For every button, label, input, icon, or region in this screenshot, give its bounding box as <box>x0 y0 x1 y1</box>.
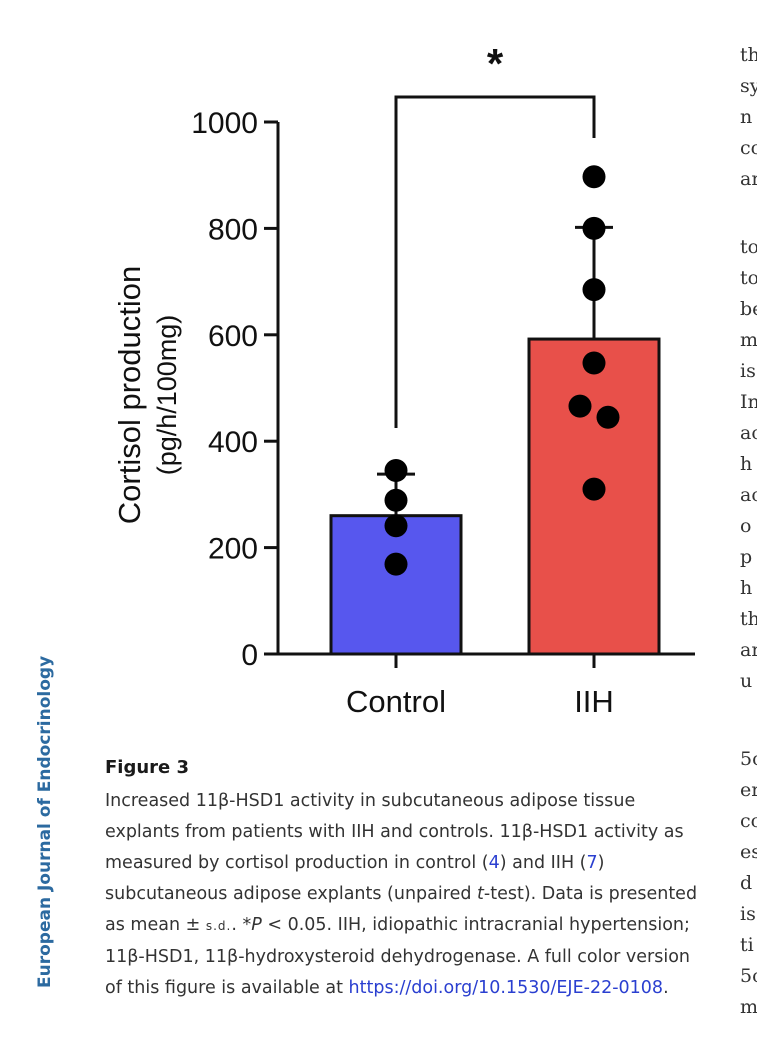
data-point <box>582 278 606 302</box>
column-text-fragment: h <box>740 453 753 475</box>
caption-text: Increased 11β-HSD1 activity in subcutane… <box>105 791 684 873</box>
chart-bars <box>329 337 661 656</box>
column-text-fragment: ac <box>740 484 757 506</box>
data-point <box>384 552 408 576</box>
column-text-fragment: is <box>740 903 756 925</box>
y-tick-label: 400 <box>208 426 258 459</box>
data-point <box>582 165 606 189</box>
column-text-fragment: sy <box>740 75 757 97</box>
significance-bracket: * <box>394 40 596 428</box>
caption-text: ) subcutaneous adipose explants (unpaire… <box>105 853 605 904</box>
column-text-fragment: co <box>740 137 757 159</box>
caption-title: Figure 3 <box>105 757 190 778</box>
y-tick-label: 800 <box>208 213 258 246</box>
ref-link-4[interactable]: 4 <box>488 853 500 873</box>
x-tick-label: IIH <box>574 684 614 719</box>
y-tick-label: 600 <box>208 320 258 353</box>
chart-axes: 0 200 400 600 800 1000 Control IIH <box>191 107 695 719</box>
data-point <box>384 514 408 538</box>
y-tick-label: 200 <box>208 533 258 566</box>
column-text-fragment: es <box>740 841 757 863</box>
bracket-line <box>394 95 596 428</box>
figure-caption: Figure 3 Increased 11β-HSD1 activity in … <box>105 757 705 1004</box>
column-text-fragment: u <box>740 670 753 692</box>
y-tick-label: 0 <box>241 639 258 672</box>
data-point <box>582 477 606 501</box>
caption-body: Increased 11β-HSD1 activity in subcutane… <box>105 786 705 1004</box>
column-text-fragment: to <box>740 236 757 258</box>
data-point <box>384 488 408 512</box>
data-point <box>384 458 408 482</box>
y-axis-label-line1: Cortisol production <box>112 266 147 524</box>
column-text-fragment: m <box>740 996 757 1018</box>
caption-text: . <box>663 978 669 998</box>
y-axis-label: Cortisol production (pg/h/100mg) <box>112 266 182 524</box>
column-text-fragment: er <box>740 779 757 801</box>
column-text-fragment: ar <box>740 168 757 190</box>
column-text-fragment: 5c <box>740 965 757 987</box>
data-point <box>582 351 606 375</box>
y-axis-label-line2: (pg/h/100mg) <box>152 315 182 476</box>
column-text-fragment: to <box>740 267 757 289</box>
column-text-fragment: th <box>740 44 757 66</box>
caption-sd-label: s.d. <box>205 919 232 933</box>
column-text-fragment: d <box>740 872 753 894</box>
column-text-fragment: h <box>740 577 753 599</box>
column-text-fragment: ar <box>740 639 757 661</box>
column-text-fragment: o <box>740 515 752 537</box>
x-tick-label: Control <box>346 684 446 719</box>
bar-chart: Cortisol production (pg/h/100mg) 0 200 400… <box>112 40 695 719</box>
data-point <box>596 405 620 429</box>
column-text-fragment: n <box>740 106 753 128</box>
column-text-fragment: ti <box>740 934 754 956</box>
doi-link[interactable]: https://doi.org/10.1530/EJE-22-0108 <box>348 978 664 998</box>
column-text-fragment: ac <box>740 422 757 444</box>
caption-text: -test). Data is presented as mean ± <box>105 884 698 935</box>
ref-link-7[interactable]: 7 <box>586 853 598 873</box>
adjacent-column-text: thsyncoartotobemisInachacophtharu5cercoe… <box>740 0 757 1039</box>
caption-italic-p: P <box>251 915 262 935</box>
column-text-fragment: th <box>740 608 757 630</box>
column-text-fragment: 5c <box>740 748 757 770</box>
caption-text: . * <box>231 915 252 935</box>
column-text-fragment: m <box>740 329 757 351</box>
y-tick-label: 1000 <box>191 107 258 140</box>
column-text-fragment: is <box>740 360 756 382</box>
significance-label: * <box>487 40 504 87</box>
column-text-fragment: In <box>740 391 757 413</box>
caption-italic-t: t <box>477 884 484 904</box>
column-text-fragment: p <box>740 546 753 568</box>
chart-points <box>384 165 620 576</box>
data-point <box>582 216 606 240</box>
data-point <box>568 394 592 418</box>
caption-text: ) and IIH ( <box>499 853 587 873</box>
column-text-fragment: co <box>740 810 757 832</box>
column-text-fragment: be <box>740 298 757 320</box>
caption-text: < 0.05. IIH, idiopathic intracranial hyp… <box>105 915 691 998</box>
